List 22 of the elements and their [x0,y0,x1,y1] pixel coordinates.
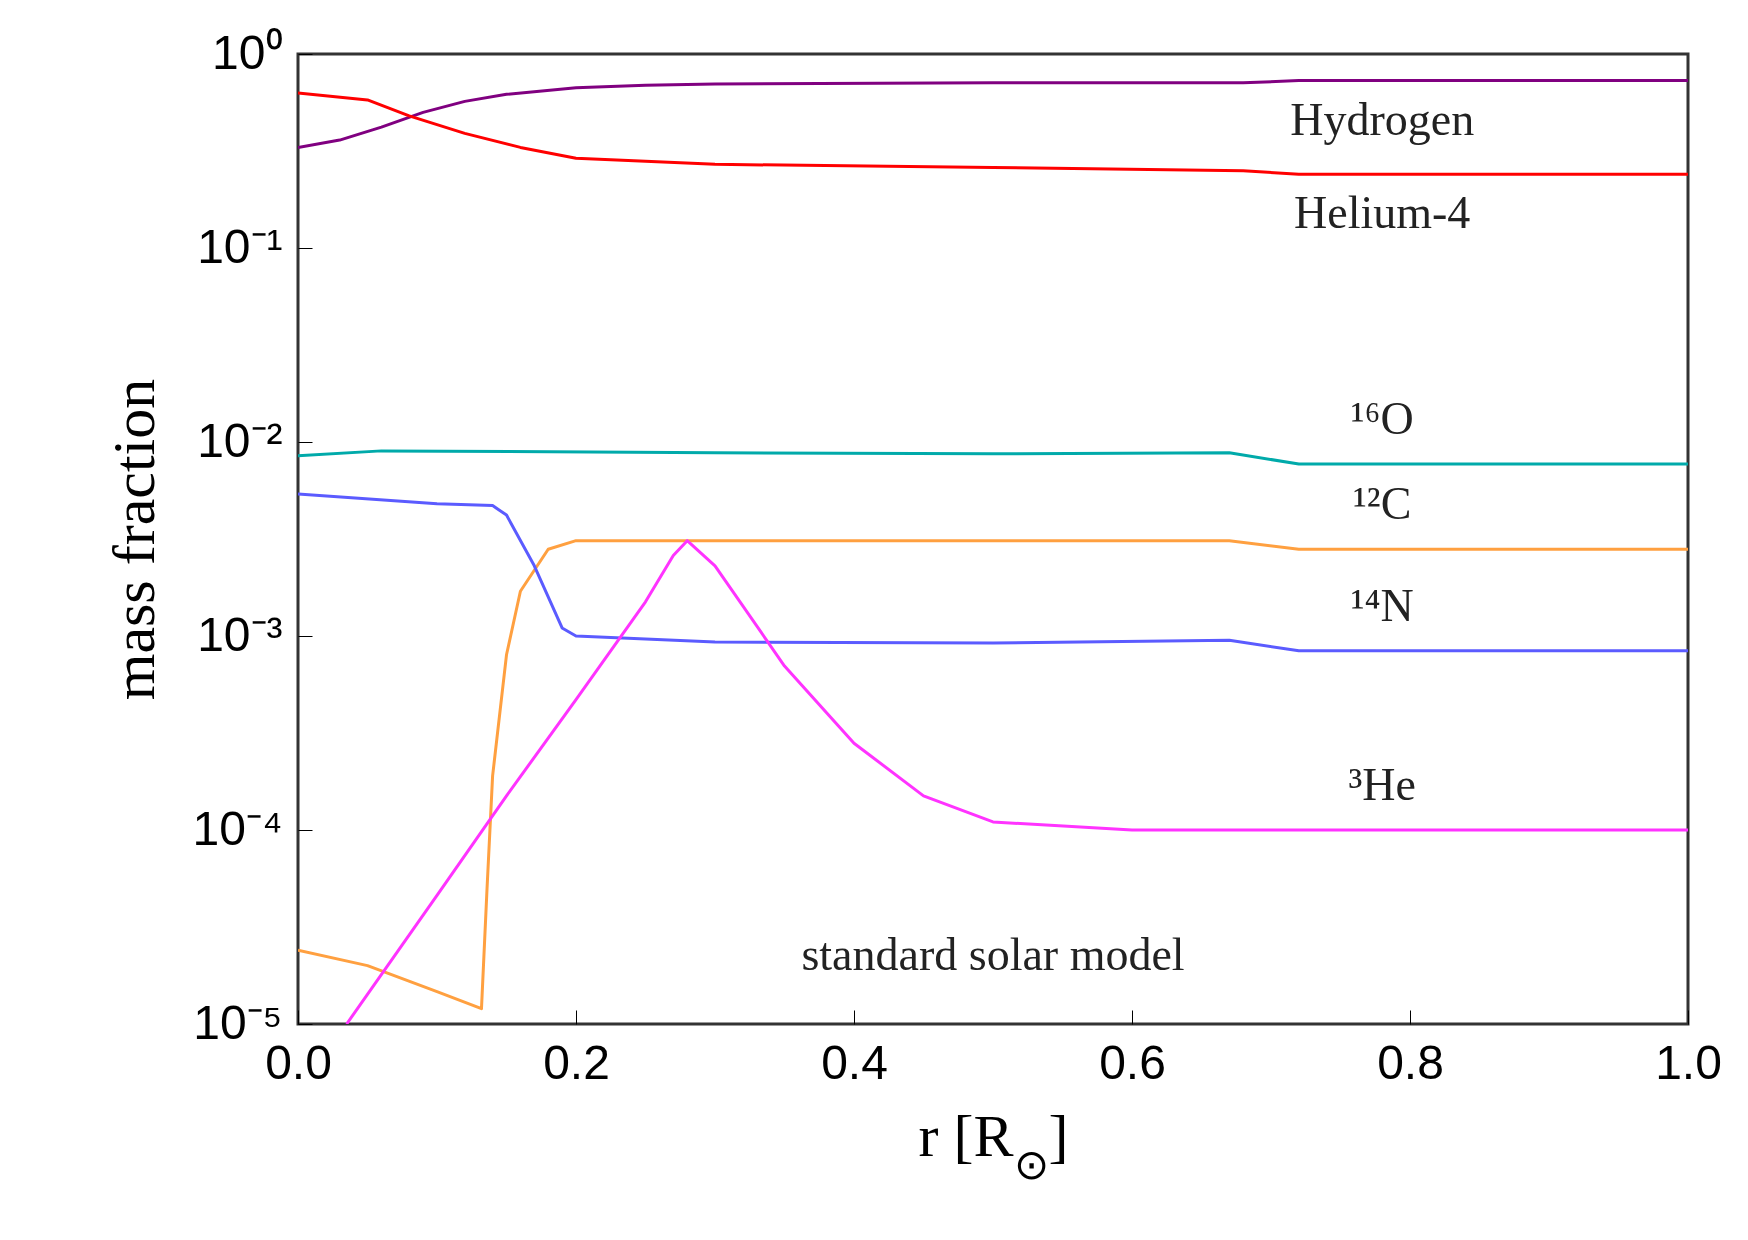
series-label: ¹⁶O [1350,393,1414,445]
y-tick-label: 10⁻¹ [197,219,283,273]
series-label: ¹⁴N [1350,579,1414,631]
y-tick-label: 10⁰ [212,25,283,79]
line-series [298,91,1688,176]
series-label: ³He [1348,759,1416,810]
x-tick-label: 1.0 [1655,1035,1722,1089]
y-tick-label: 10⁻⁴ [192,801,283,855]
y-tick-label: 10⁻³ [197,607,283,661]
series-label: ¹²C [1353,478,1412,530]
y-tick-label: 10⁻² [197,413,283,467]
x-tick-label: 0.4 [821,1035,888,1089]
x-axis-title: r [R$_{⊙}$] [918,1102,1069,1188]
y-axis-title: mass fraction [101,378,168,701]
line-series [298,79,1688,149]
x-tick-label: 0.8 [1377,1035,1444,1089]
x-tick-label: 0.6 [1099,1035,1166,1089]
series-label: Helium-4 [1294,187,1471,239]
line-series [298,449,1688,466]
annotation: standard solar model [801,929,1185,981]
series-label: Hydrogen [1290,93,1475,145]
x-tick-label: 0.2 [543,1035,610,1089]
